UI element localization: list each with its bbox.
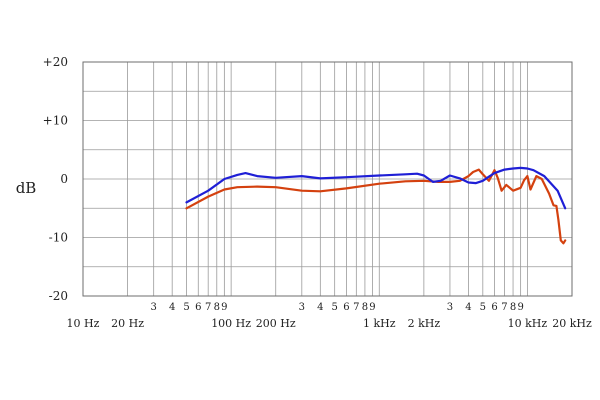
x-minor-tick-label: 3: [150, 302, 156, 313]
x-minor-tick-label: 9: [369, 302, 375, 313]
x-minor-tick-label: 3: [447, 302, 453, 313]
x-major-tick-label: 20 kHz: [552, 317, 592, 330]
x-minor-tick-label: 4: [465, 302, 471, 313]
x-minor-tick-label: 9: [517, 302, 523, 313]
x-major-tick-label: 200 Hz: [256, 317, 296, 330]
x-tick-labels: 10 Hz 20 Hz 100 Hz 200 Hz 1 kHz 2 kHz 10 kHz 20…: [67, 302, 592, 330]
y-tick-label: +20: [43, 55, 68, 69]
series-line-orange: [185, 168, 567, 245]
x-major-tick-label: 1 kHz: [363, 317, 396, 330]
x-minor-tick-label: 8: [214, 302, 220, 313]
x-minor-tick-label: 5: [183, 302, 189, 313]
x-minor-tick-label: 4: [169, 302, 175, 313]
x-minor-tick-label: 8: [510, 302, 516, 313]
x-major-tick-label: 20 Hz: [111, 317, 144, 330]
x-minor-tick-label: 5: [480, 302, 486, 313]
y-tick-label: -20: [49, 289, 68, 303]
x-major-tick-label: 10 Hz: [67, 317, 100, 330]
series-lines: [185, 166, 567, 245]
x-minor-tick-label: 4: [317, 302, 323, 313]
y-tick-label: -10: [49, 231, 68, 245]
y-tick-label: 0: [60, 172, 68, 186]
x-minor-tick-label: 6: [343, 302, 349, 313]
x-major-tick-label: 2 kHz: [408, 317, 441, 330]
x-minor-tick-label: 5: [331, 302, 337, 313]
x-major-tick-label: 10 kHz: [508, 317, 548, 330]
x-minor-tick-label: 6: [491, 302, 497, 313]
x-minor-tick-label: 9: [221, 302, 227, 313]
x-major-tick-label: 100 Hz: [211, 317, 251, 330]
y-axis-label: dB: [16, 179, 37, 197]
series-line-blue: [185, 166, 567, 210]
x-minor-tick-label: 8: [362, 302, 368, 313]
x-minor-tick-label: 7: [501, 302, 507, 313]
y-tick-labels: +20 +10 0 -10 -20: [43, 55, 68, 303]
y-tick-label: +10: [43, 114, 68, 128]
x-minor-tick-label: 7: [353, 302, 359, 313]
x-minor-tick-label: 3: [299, 302, 305, 313]
plot-frame: [82, 61, 573, 297]
x-minor-tick-label: 7: [205, 302, 211, 313]
x-minor-tick-label: 6: [195, 302, 201, 313]
